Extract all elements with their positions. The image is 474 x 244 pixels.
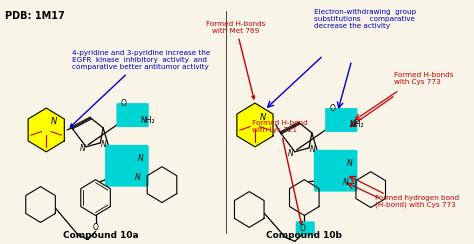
Text: O: O (330, 104, 336, 112)
Text: N: N (135, 173, 140, 182)
Text: Formed H-bonds
with Cys 773: Formed H-bonds with Cys 773 (394, 72, 454, 85)
Text: 4-pyridine and 3-pyridine increase the
EGFR  kinase  inhibitory  activity  and
c: 4-pyridine and 3-pyridine increase the E… (70, 51, 210, 127)
Text: O: O (92, 223, 99, 232)
Text: N: N (259, 112, 265, 122)
Text: N: N (138, 154, 144, 163)
Text: Electron-withdrawing  group
substitutions    comparative
decrease the activity: Electron-withdrawing group substitutions… (314, 9, 416, 29)
Polygon shape (28, 108, 64, 152)
Text: Compound 10b: Compound 10b (266, 231, 342, 240)
Text: NH₂: NH₂ (349, 121, 364, 130)
FancyBboxPatch shape (117, 103, 149, 127)
FancyBboxPatch shape (296, 222, 315, 235)
Text: N: N (310, 145, 316, 154)
Text: Formed H-bonds
with Met 769: Formed H-bonds with Met 769 (206, 20, 266, 99)
Text: O: O (300, 224, 305, 233)
Text: Formed hydrogen bond
(H-bond) with Cys 773: Formed hydrogen bond (H-bond) with Cys 7… (375, 194, 460, 208)
Text: N: N (343, 178, 349, 187)
Text: N: N (288, 149, 294, 158)
Text: Formed H-bond
with Lys 721: Formed H-bond with Lys 721 (252, 120, 308, 224)
Text: NH₂: NH₂ (140, 115, 155, 124)
FancyBboxPatch shape (325, 108, 357, 132)
Text: O: O (121, 99, 127, 108)
FancyBboxPatch shape (105, 145, 149, 187)
Text: N: N (80, 144, 85, 153)
Polygon shape (237, 103, 273, 147)
Text: N: N (51, 118, 57, 126)
Text: N: N (101, 140, 107, 149)
Text: N: N (347, 159, 353, 168)
Text: Compound 10a: Compound 10a (63, 231, 138, 240)
FancyBboxPatch shape (314, 150, 357, 192)
Text: PDB: 1M17: PDB: 1M17 (5, 11, 65, 21)
